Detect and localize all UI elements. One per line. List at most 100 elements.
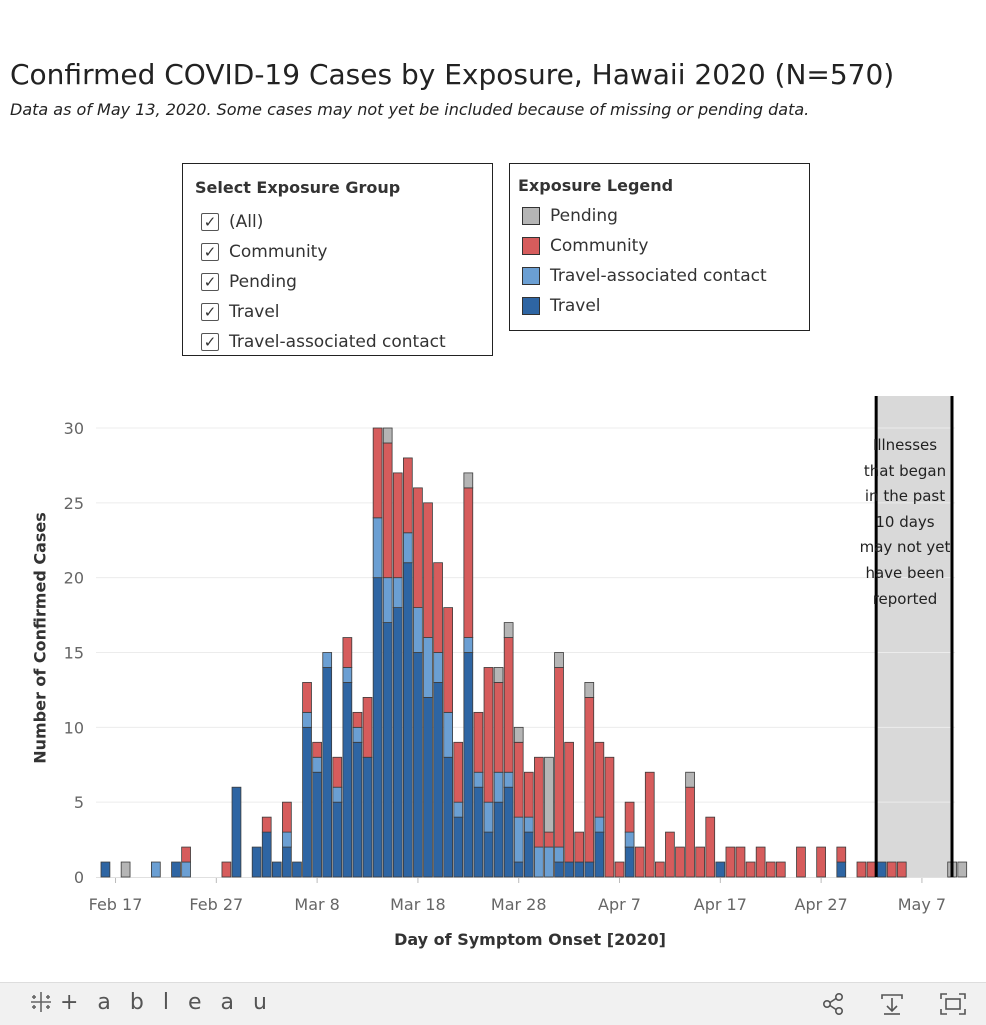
bar-segment-travel-associated-contact (594, 816, 605, 833)
bar-segment-community (594, 741, 605, 818)
bar-segment-travel-associated-contact (342, 667, 353, 683)
bar-segment-pending (544, 756, 554, 833)
filter-option-pending[interactable]: ✓ Pending (201, 270, 297, 294)
bar-segment-travel (271, 861, 282, 878)
download-icon[interactable] (878, 991, 906, 1017)
bar-segment-community (372, 427, 383, 519)
bar-segment-travel (513, 861, 524, 878)
legend-label: Travel-associated contact (550, 266, 767, 286)
bar-segment-travel (312, 771, 322, 878)
bar-segment-pending (957, 861, 968, 878)
fullscreen-icon[interactable] (938, 991, 968, 1017)
checkbox-checked-icon[interactable]: ✓ (201, 213, 219, 231)
exposure-filter-panel: Select Exposure Group ✓ (All) ✓ Communit… (182, 163, 493, 356)
checkbox-checked-icon[interactable]: ✓ (201, 333, 219, 351)
note-line: 10 days (875, 512, 935, 531)
checkbox-checked-icon[interactable]: ✓ (201, 243, 219, 261)
checkbox-checked-icon[interactable]: ✓ (201, 273, 219, 291)
bar-segment-pending (584, 682, 595, 698)
bar-segment-travel-associated-contact (382, 577, 393, 623)
legend-label: Pending (550, 206, 618, 226)
bar-segment-travel (302, 726, 312, 878)
tableau-logo[interactable]: + a b l e a u (28, 989, 273, 1015)
bar-segment-travel (715, 861, 726, 878)
bar-segment-travel (402, 562, 413, 878)
bar-segment-travel (423, 696, 433, 878)
y-tick-label: 30 (64, 419, 84, 438)
y-tick-label: 5 (74, 793, 84, 812)
bar-segment-community (675, 846, 685, 878)
bar-segment-travel-associated-contact (443, 711, 454, 758)
bar-segment-community (392, 472, 403, 579)
bar-segment-travel (392, 607, 403, 878)
legend-item-travel-associated-contact[interactable]: Travel-associated contact (522, 264, 767, 288)
page-title: Confirmed COVID-19 Cases by Exposure, Ha… (10, 58, 895, 91)
filter-option-community[interactable]: ✓ Community (201, 240, 327, 264)
bar-segment-community (896, 861, 907, 878)
bar-segment-community (302, 682, 312, 713)
bar-segment-travel (433, 682, 443, 878)
bar-segment-community (554, 667, 564, 848)
y-tick-label: 0 (74, 868, 84, 887)
legend-item-pending[interactable]: Pending (522, 204, 618, 228)
filter-option-label: Pending (229, 272, 297, 292)
bar-segment-travel (523, 831, 534, 878)
bar-segment-travel (503, 786, 514, 878)
filter-option-travel[interactable]: ✓ Travel (201, 300, 280, 324)
x-tick-label: Mar 28 (491, 895, 547, 914)
bar-segment-community (463, 487, 474, 638)
bar-segment-community (352, 711, 363, 728)
x-tick-label: Mar 18 (390, 895, 446, 914)
bar-segment-travel (251, 846, 262, 878)
note-line: that began (863, 461, 947, 480)
checkbox-checked-icon[interactable]: ✓ (201, 303, 219, 321)
y-tick-label: 15 (64, 644, 84, 663)
share-icon[interactable] (820, 991, 846, 1017)
bar-segment-travel-associated-contact (332, 786, 343, 803)
reporting-delay-note: Illnesses that began in the past 10 days… (857, 433, 953, 612)
bar-segment-community (574, 831, 585, 863)
bar-segment-travel-associated-contact (322, 652, 333, 668)
note-line: may not yet (859, 538, 951, 557)
legend-label: Travel (550, 296, 601, 316)
legend-item-community[interactable]: Community (522, 234, 648, 258)
filter-option-travel-associated-contact[interactable]: ✓ Travel-associated contact (201, 330, 446, 354)
bar-segment-pending (513, 726, 524, 743)
filter-option-all[interactable]: ✓ (All) (201, 210, 263, 234)
bar-segment-travel-associated-contact (503, 771, 514, 788)
legend-swatch (522, 237, 540, 255)
x-tick-label: Feb 27 (189, 895, 243, 914)
bar-segment-community (332, 756, 343, 788)
bar-segment-community (725, 846, 736, 878)
bar-segment-travel (231, 786, 242, 878)
case-bar-chart: 0 5 10 15 20 25 30 Feb 17 Feb 27 Mar 8 Mar 18 Mar 2… (64, 396, 968, 914)
bar-segment-travel-associated-contact (463, 637, 474, 653)
bar-segment-travel (342, 682, 353, 878)
page-subtitle: Data as of May 13, 2020. Some cases may … (10, 100, 810, 119)
bar-segment-travel (876, 861, 887, 878)
x-tick-label: Apr 7 (598, 895, 641, 914)
bar-segment-community (745, 861, 756, 878)
bar-segment-community (655, 861, 665, 878)
bar-segment-community (816, 846, 826, 878)
bar-segment-travel-associated-contact (150, 861, 161, 878)
bar-segment-travel (594, 831, 605, 878)
bar-segment-travel-associated-contact (534, 846, 544, 878)
bar-segment-travel-associated-contact (413, 607, 423, 653)
y-tick-label: 20 (64, 569, 84, 588)
bar-segment-travel (292, 861, 302, 878)
bar-segment-community (503, 637, 514, 773)
tableau-wordmark: + a b l e a u (60, 989, 273, 1015)
bar-segment-community (634, 846, 645, 878)
x-tick-label: Apr 17 (694, 895, 747, 914)
bar-segment-travel-associated-contact (372, 517, 383, 579)
bar-segment-travel (100, 861, 111, 878)
legend-item-travel[interactable]: Travel (522, 294, 601, 318)
filter-title: Select Exposure Group (195, 178, 401, 197)
bar-segment-community (604, 756, 615, 878)
bar-segment-community (695, 846, 705, 878)
bar-segment-community (513, 741, 524, 818)
bar-segment-community (221, 861, 232, 878)
x-tick-label: Apr 27 (795, 895, 848, 914)
bar-segment-community (342, 637, 353, 668)
